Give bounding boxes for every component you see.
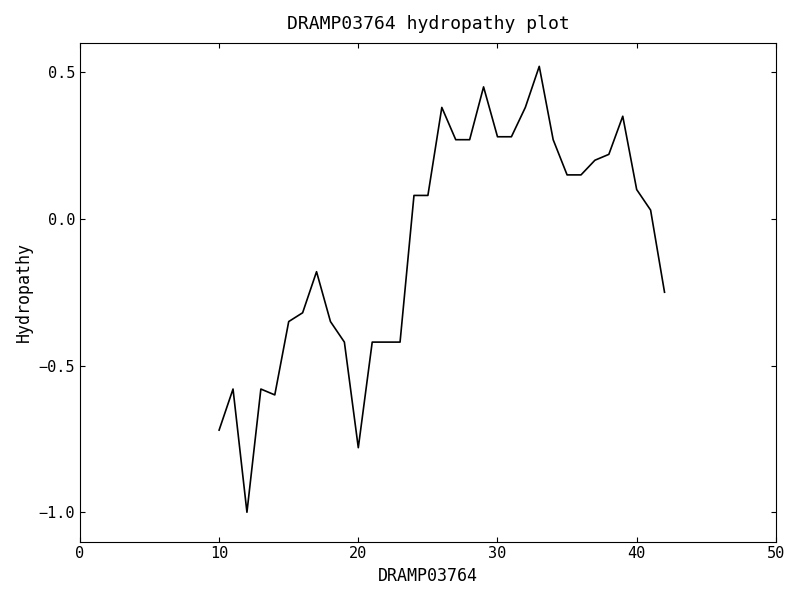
X-axis label: DRAMP03764: DRAMP03764: [378, 567, 478, 585]
Title: DRAMP03764 hydropathy plot: DRAMP03764 hydropathy plot: [286, 15, 570, 33]
Y-axis label: Hydropathy: Hydropathy: [15, 242, 33, 342]
